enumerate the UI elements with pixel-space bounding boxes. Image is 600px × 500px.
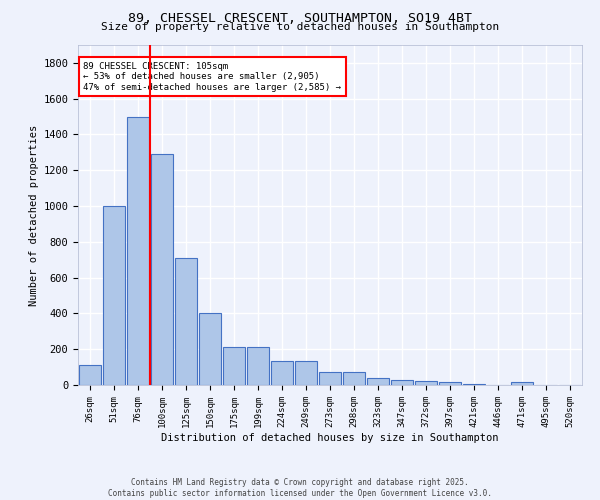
Text: Size of property relative to detached houses in Southampton: Size of property relative to detached ho… xyxy=(101,22,499,32)
Bar xyxy=(103,206,125,385)
Bar xyxy=(247,346,269,385)
X-axis label: Distribution of detached houses by size in Southampton: Distribution of detached houses by size … xyxy=(161,432,499,442)
Bar xyxy=(415,380,437,385)
Bar xyxy=(199,314,221,385)
Bar xyxy=(223,346,245,385)
Bar xyxy=(295,361,317,385)
Bar xyxy=(151,154,173,385)
Text: Contains HM Land Registry data © Crown copyright and database right 2025.
Contai: Contains HM Land Registry data © Crown c… xyxy=(108,478,492,498)
Bar xyxy=(439,382,461,385)
Bar xyxy=(391,380,413,385)
Bar xyxy=(175,258,197,385)
Bar xyxy=(271,361,293,385)
Text: 89, CHESSEL CRESCENT, SOUTHAMPTON, SO19 4BT: 89, CHESSEL CRESCENT, SOUTHAMPTON, SO19 … xyxy=(128,12,472,26)
Bar xyxy=(511,382,533,385)
Bar xyxy=(367,378,389,385)
Y-axis label: Number of detached properties: Number of detached properties xyxy=(29,124,39,306)
Bar xyxy=(319,372,341,385)
Bar xyxy=(127,116,149,385)
Bar xyxy=(79,366,101,385)
Bar xyxy=(463,384,485,385)
Bar xyxy=(343,372,365,385)
Text: 89 CHESSEL CRESCENT: 105sqm
← 53% of detached houses are smaller (2,905)
47% of : 89 CHESSEL CRESCENT: 105sqm ← 53% of det… xyxy=(83,62,341,92)
